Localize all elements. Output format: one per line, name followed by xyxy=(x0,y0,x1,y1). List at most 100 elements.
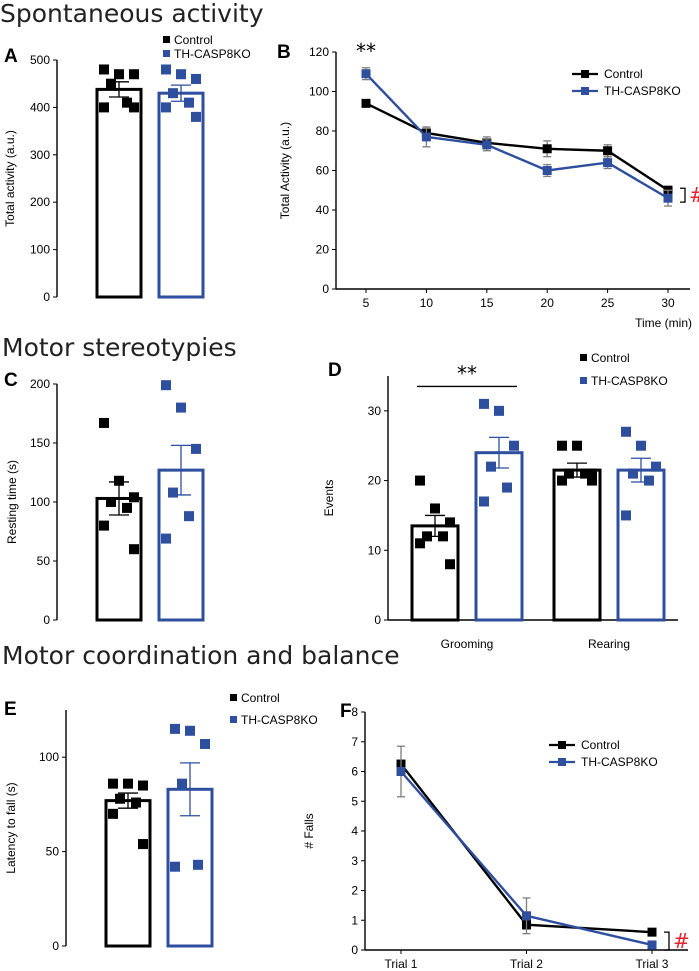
data-point xyxy=(106,78,116,89)
bar xyxy=(474,451,524,622)
data-point xyxy=(421,132,431,142)
y-tick-label: 50 xyxy=(37,554,51,568)
data-point xyxy=(129,544,139,555)
bar xyxy=(616,468,666,622)
data-point xyxy=(564,468,574,479)
legend-entry: TH-CASP8KO xyxy=(591,374,668,388)
data-point xyxy=(647,940,657,950)
data-point xyxy=(621,426,631,437)
data-point xyxy=(415,475,425,486)
y-tick-label: 5 xyxy=(351,794,358,808)
data-point xyxy=(129,492,139,503)
x-axis-label: Time (min) xyxy=(635,316,692,330)
y-tick-label: 60 xyxy=(316,164,330,178)
significance-marker: ** xyxy=(457,361,477,385)
chart-panel-b: 0 20 40 60 80 100 120 Total Activity (a.u.) B 5 10… xyxy=(277,39,699,330)
data-point xyxy=(542,166,552,175)
x-tick-label: 25 xyxy=(601,296,615,310)
x-tick-label: 10 xyxy=(420,296,434,310)
data-point xyxy=(438,531,448,542)
data-point xyxy=(542,144,552,154)
series-line xyxy=(365,102,669,192)
significance-bracket xyxy=(664,931,670,951)
data-point xyxy=(177,778,187,789)
legend-swatch-marker xyxy=(581,87,589,95)
y-tick-label: 0 xyxy=(322,282,329,296)
data-point xyxy=(663,193,673,203)
data-point xyxy=(361,98,371,108)
legend-entry: Control xyxy=(581,738,620,752)
legend-swatch-marker xyxy=(558,758,566,766)
legend-entry: Control xyxy=(604,67,643,81)
y-axis-label: Total Activity (a.u.) xyxy=(278,122,292,219)
x-tick-label: Trial 3 xyxy=(636,957,669,971)
significance-marker: # xyxy=(689,183,699,207)
significance-bracket xyxy=(680,187,686,203)
data-point xyxy=(99,64,109,75)
section-title-motor-coordination: Motor coordination and balance xyxy=(2,641,400,670)
data-point xyxy=(108,778,118,789)
section-title-motor-stereotypies: Motor stereotypies xyxy=(2,333,237,362)
data-point xyxy=(415,538,425,549)
data-point xyxy=(580,468,590,479)
legend-swatch xyxy=(163,36,170,43)
data-point xyxy=(185,725,195,736)
data-point xyxy=(557,440,567,451)
y-tick-label: 200 xyxy=(30,377,50,391)
y-tick-label: 100 xyxy=(30,243,50,257)
data-point xyxy=(445,559,455,570)
data-point xyxy=(445,517,455,528)
legend-swatch xyxy=(163,50,170,57)
y-tick-label: 500 xyxy=(30,53,50,67)
chart-panel-e: 0 50 100 Latency to fall (s) E Control TH-CASP… xyxy=(4,691,318,953)
y-axis-label: Resting time (s) xyxy=(5,460,19,544)
y-tick-label: 20 xyxy=(368,474,382,488)
data-point xyxy=(123,778,133,789)
x-tick-label: 5 xyxy=(363,296,370,310)
legend-swatch xyxy=(580,377,587,384)
legend-entry: Control xyxy=(591,351,630,365)
data-point xyxy=(115,793,125,804)
data-point xyxy=(644,475,654,486)
data-point xyxy=(479,398,489,409)
y-tick-label: 400 xyxy=(30,100,50,114)
y-tick-label: 40 xyxy=(316,203,330,217)
legend-entry: TH-CASP8KO xyxy=(604,84,681,98)
legend-swatch xyxy=(580,354,587,361)
bar xyxy=(104,799,152,948)
data-point xyxy=(479,496,489,507)
legend-swatch-marker xyxy=(581,70,589,78)
data-point xyxy=(170,861,180,872)
data-point xyxy=(494,405,504,416)
data-point xyxy=(422,531,432,542)
y-tick-label: 8 xyxy=(351,705,358,719)
y-tick-label: 0 xyxy=(52,939,59,953)
data-point xyxy=(621,510,631,521)
bar xyxy=(552,468,602,622)
data-point xyxy=(176,402,186,413)
x-tick-label: Trial 1 xyxy=(385,957,418,971)
data-point xyxy=(122,97,132,108)
data-point xyxy=(184,511,194,522)
data-point xyxy=(587,468,597,479)
panel-label: F xyxy=(340,701,352,722)
data-point xyxy=(161,102,171,113)
data-point xyxy=(161,64,171,75)
y-tick-label: 100 xyxy=(309,85,329,99)
x-tick-label: 15 xyxy=(480,296,494,310)
x-tick-label: 30 xyxy=(661,296,675,310)
y-tick-label: 2 xyxy=(351,884,358,898)
y-tick-label: 100 xyxy=(30,495,50,509)
legend-entry: TH-CASP8KO xyxy=(174,47,251,61)
data-point xyxy=(99,102,109,113)
y-tick-label: 30 xyxy=(368,404,382,418)
section-title-spontaneous-activity: Spontaneous activity xyxy=(0,0,264,28)
data-point xyxy=(557,475,567,486)
y-axis-label: Total activity (a.u.) xyxy=(3,130,17,227)
data-point xyxy=(200,738,210,749)
bar xyxy=(157,91,205,299)
data-point xyxy=(99,417,109,428)
data-point xyxy=(509,440,519,451)
data-point xyxy=(168,487,178,498)
chart-panel-f: 0 1 2 3 4 5 6 7 8 # Falls F Trial 1 Trial 2 Trial 3 # C… xyxy=(302,701,690,971)
